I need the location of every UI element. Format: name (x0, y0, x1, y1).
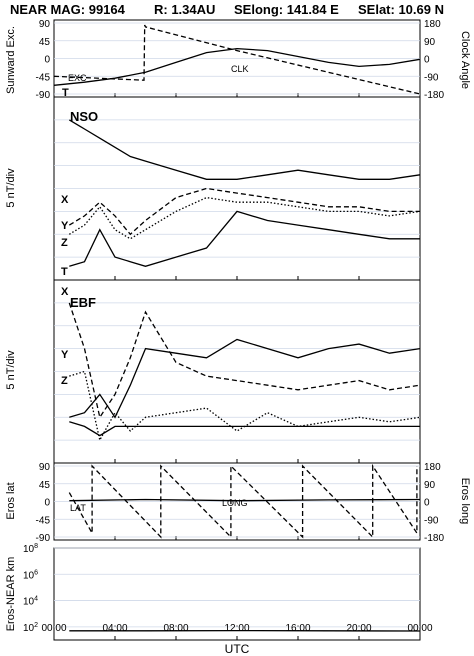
ylabel-eros-near: Eros-NEAR km (5, 557, 17, 632)
ebf-label-z: Z (61, 375, 68, 387)
y-tick-label-log: 106 (23, 569, 38, 581)
y-tick-label-left: -90 (36, 533, 51, 544)
y-tick-label-left: 90 (39, 462, 51, 473)
x-tick-label: 12:00 (224, 623, 249, 634)
series-ebf-t-line (69, 421, 420, 437)
series-lat-line (69, 498, 421, 502)
tick-labels: 00:00 04:00 08:00 12:00 16:00 20:00 00:00 90 180… (23, 19, 444, 634)
nso-label-t: T (61, 266, 68, 278)
y-tick-label-right: 90 (424, 37, 436, 48)
y-tick-label-left: 0 (44, 498, 50, 509)
header-selong: SElong: 141.84 E (234, 2, 339, 17)
y-tick-label-log: 102 (23, 622, 38, 634)
ylabel-nso: 5 nT/div (5, 168, 17, 208)
y-tick-label-left: 45 (39, 37, 51, 48)
y-tick-label-left: 0 (44, 55, 50, 66)
header-radius: R: 1.34AU (154, 2, 215, 17)
x-tick-label: 20:00 (346, 623, 371, 634)
y-tick-label-left: -90 (36, 90, 51, 101)
gridlines (53, 22, 421, 640)
x-tick-label: 08:00 (163, 623, 188, 634)
series-nso-y-line (68, 196, 421, 240)
ebf-label-y: Y (61, 349, 69, 361)
y-tick-label-left: 90 (39, 19, 51, 30)
y-tick-label-right: 180 (424, 462, 441, 473)
y-tick-label-right: 0 (424, 55, 430, 66)
y-tick-label-right: 180 (424, 19, 441, 30)
label-lat: LAT (70, 503, 86, 513)
nso-label-x: X (61, 194, 69, 206)
y-tick-label-right: 0 (424, 498, 430, 509)
y-tick-label-right: -180 (424, 533, 444, 544)
x-tick-label: 00:00 (407, 623, 432, 634)
series-ebf-x-line (68, 302, 421, 419)
ylabel-sunward-exc: Sunward Exc. (5, 26, 17, 94)
series-exc-line (53, 47, 421, 86)
xaxis-label: UTC (225, 642, 250, 656)
y-tick-label-right: -180 (424, 90, 444, 101)
nso-label-y: Y (61, 220, 69, 232)
series-nso-x-line (68, 187, 420, 236)
header-title: NEAR MAG: 99164 (10, 2, 126, 17)
label-exc: EXC (68, 73, 87, 83)
y-tick-label-log: 108 (23, 543, 38, 555)
traces (53, 24, 421, 632)
y-tick-label-left: 45 (39, 480, 51, 491)
nso-label-z: Z (61, 237, 68, 249)
ebf-label-x: X (61, 286, 69, 298)
label-long: LONG (222, 498, 248, 508)
y-tick-label-right: -90 (424, 515, 439, 526)
panel-label-ebf: EBF (70, 295, 96, 310)
ylabel-clock-angle: Clock Angle (459, 31, 471, 89)
y-tick-label-log: 104 (23, 596, 38, 608)
ylabel-eros-long: Eros long (459, 478, 471, 524)
label-clk: CLK (231, 64, 249, 74)
header-selat: SElat: 10.69 N (358, 2, 444, 17)
series-ebf-z-line (69, 338, 421, 419)
panel-label-nso: NSO (70, 109, 98, 124)
series-nso-z-line (69, 210, 420, 267)
y-tick-label-left: -45 (36, 515, 51, 526)
series-nso-t-line (68, 119, 421, 180)
ylabel-ebf: 5 nT/div (5, 350, 17, 390)
y-tick-label-right: -90 (424, 72, 439, 83)
x-tick-label: 04:00 (102, 623, 127, 634)
y-tick-label-right: 90 (424, 480, 436, 491)
x-tick-label: 16:00 (285, 623, 310, 634)
series-long-line (68, 463, 418, 539)
label-t-exc: T (62, 87, 69, 99)
series-ebf-y-line (69, 370, 421, 442)
ylabel-eros-lat: Eros lat (5, 482, 17, 519)
series-clk-line (53, 24, 421, 95)
y-tick-label-left: -45 (36, 72, 51, 83)
x-tick-label: 00:00 (41, 623, 66, 634)
